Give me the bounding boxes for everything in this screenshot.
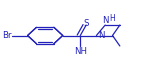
- Text: H: H: [110, 14, 115, 23]
- Text: N: N: [102, 16, 108, 25]
- Text: N: N: [98, 31, 104, 40]
- Text: NH: NH: [74, 47, 87, 56]
- Text: S: S: [83, 19, 89, 28]
- Text: Br: Br: [2, 31, 12, 40]
